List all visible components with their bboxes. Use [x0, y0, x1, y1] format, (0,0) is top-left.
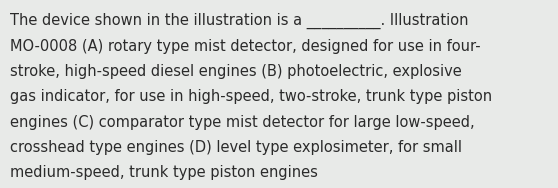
Text: medium-speed, trunk type piston engines: medium-speed, trunk type piston engines: [10, 165, 318, 180]
Text: The device shown in the illustration is a __________. Illustration: The device shown in the illustration is …: [10, 13, 469, 29]
Text: stroke, high-speed diesel engines (B) photoelectric, explosive: stroke, high-speed diesel engines (B) ph…: [10, 64, 462, 79]
Text: crosshead type engines (D) level type explosimeter, for small: crosshead type engines (D) level type ex…: [10, 140, 462, 155]
Text: gas indicator, for use in high-speed, two-stroke, trunk type piston: gas indicator, for use in high-speed, tw…: [10, 89, 492, 104]
Text: engines (C) comparator type mist detector for large low-speed,: engines (C) comparator type mist detecto…: [10, 115, 475, 130]
Text: MO-0008 (A) rotary type mist detector, designed for use in four-: MO-0008 (A) rotary type mist detector, d…: [10, 39, 480, 54]
